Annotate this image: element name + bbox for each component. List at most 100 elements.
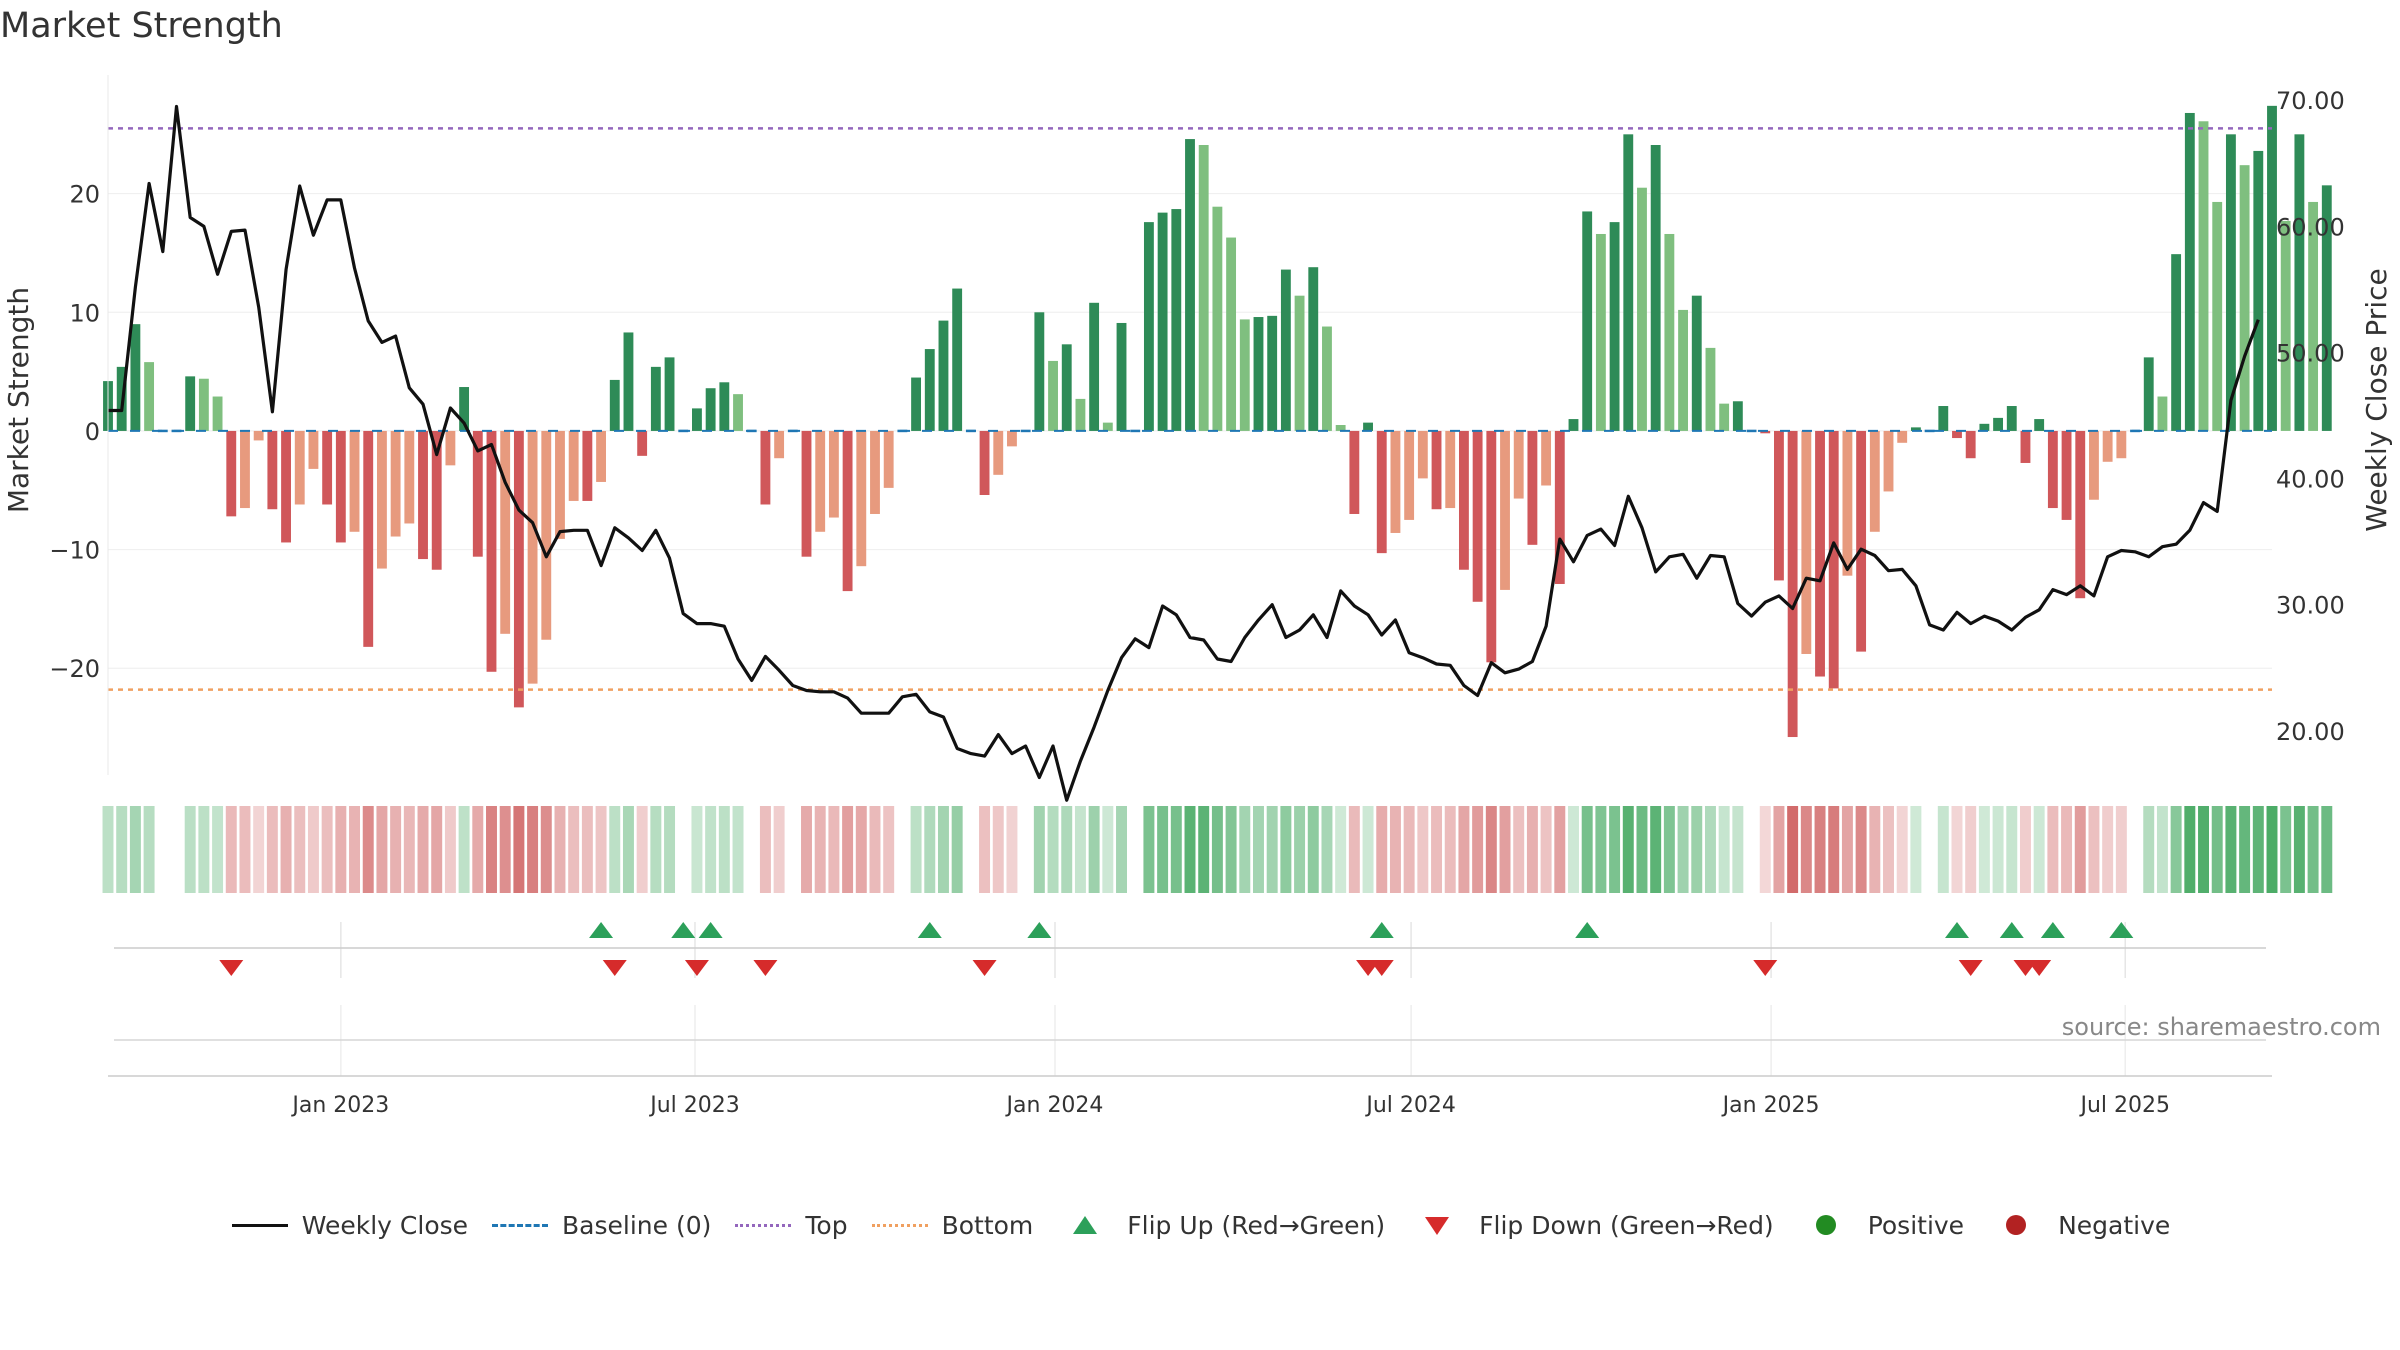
legend-item-positive[interactable]: Positive [1796,1210,1964,1240]
heat-cell [622,806,634,893]
strength-bar [1541,430,1552,486]
strength-bar [2075,430,2086,599]
legend-label: Weekly Close [301,1210,469,1240]
strength-bar [1212,206,1223,431]
heat-cell [1636,806,1648,893]
flip-down-marker [1753,960,1778,976]
level-lines [108,127,2272,691]
heat-cell [609,806,621,893]
heat-cell [2061,806,2073,893]
left-tick-label: 0 [85,418,100,446]
heat-cell [554,806,566,893]
strength-bar [1185,139,1195,431]
strength-bar [1500,430,1510,590]
strength-bar [240,430,250,509]
heat-cell [1800,806,1812,893]
flip-up-marker [698,922,723,938]
strength-bar [1226,237,1237,431]
heat-cell [2088,806,2100,893]
flip-down-marker [1369,960,1394,976]
legend-item-top[interactable]: Top [733,1210,848,1240]
strength-bars [103,105,2332,738]
strength-bar [596,430,606,482]
strength-bar [1828,430,1839,689]
heat-cell [2307,806,2319,893]
heat-cell [349,806,361,893]
legend-item-flip-up[interactable]: Flip Up (Red→Green) [1055,1210,1385,1240]
heat-cell [1417,806,1429,893]
strength-bar [2267,105,2277,431]
strength-bar [1349,430,1360,514]
strength-bar [979,430,990,495]
flip-up-marker [2109,922,2134,938]
strength-bar [1157,212,1168,431]
heat-cell [225,806,237,893]
heat-cell [143,806,155,893]
legend: Weekly Close Baseline (0) Top Bottom Flip Up… [0,1205,2400,1245]
strength-bar [1554,430,1565,584]
strength-bar [911,377,922,431]
axes: 20 10 0 −10 −20 Market Strength 70.00 60.00 50.0… [2,75,2393,1118]
heat-cell [951,806,963,893]
heat-cell [705,806,717,893]
strength-bar [2198,121,2209,431]
heat-cell [1773,806,1785,893]
strength-bar [308,430,319,469]
strength-bar [1842,430,1853,576]
heat-cell [1294,806,1306,893]
strength-bar [2061,430,2072,520]
legend-label: Bottom [941,1210,1034,1240]
heat-cell [2280,806,2292,893]
strength-bar [349,430,360,532]
strength-bar [924,349,935,431]
strength-bar [1075,398,1086,431]
strength-bar [1856,430,1867,652]
strength-bar [486,430,497,672]
heat-cell [1348,806,1360,893]
heat-cell [1855,806,1867,893]
heat-cell [307,806,319,893]
heat-cell [1061,806,1073,893]
heat-cell [1978,806,1990,893]
strength-bar [1089,302,1100,431]
strength-bar [2294,134,2305,431]
heat-cell [910,806,922,893]
heat-cell [1924,806,1935,893]
legend-item-weekly-close[interactable]: Weekly Close [230,1210,468,1240]
strength-bar [541,430,552,640]
legend-item-baseline[interactable]: Baseline (0) [490,1210,711,1240]
heat-cell [1225,806,1237,893]
strength-bar [1897,430,1908,443]
legend-symbol-positive [1796,1210,1856,1240]
heat-cell [718,806,730,893]
left-tick-label: −20 [49,655,100,683]
strength-bar [500,430,511,634]
heat-cell [2033,806,2045,893]
heat-cell [855,806,867,893]
heat-cell [1609,806,1621,893]
strength-bar [185,376,196,431]
heat-cell [1526,806,1538,893]
heat-cell [1239,806,1251,893]
heat-cell [869,806,881,893]
heat-cell [390,806,402,893]
heat-cell [2006,806,2018,893]
heat-cell [759,806,771,893]
strength-bar [1582,211,1593,431]
strength-bar [294,430,305,505]
heat-cell [1951,806,1963,893]
heat-cell [1403,806,1415,893]
heat-cell [979,806,991,893]
heat-cell [1704,806,1716,893]
legend-symbol-top [733,1210,793,1240]
strength-bar [2308,201,2319,431]
x-tick-label: Jan 2023 [290,1093,389,1118]
strength-bar [1143,222,1154,431]
legend-item-bottom[interactable]: Bottom [870,1210,1034,1240]
strength-bar [1910,427,1921,431]
strength-bar [1404,430,1415,520]
heat-cell [636,806,648,893]
legend-item-flip-down[interactable]: Flip Down (Green→Red) [1407,1210,1774,1240]
legend-item-negative[interactable]: Negative [1986,1210,2170,1240]
heat-cell [1321,806,1333,893]
